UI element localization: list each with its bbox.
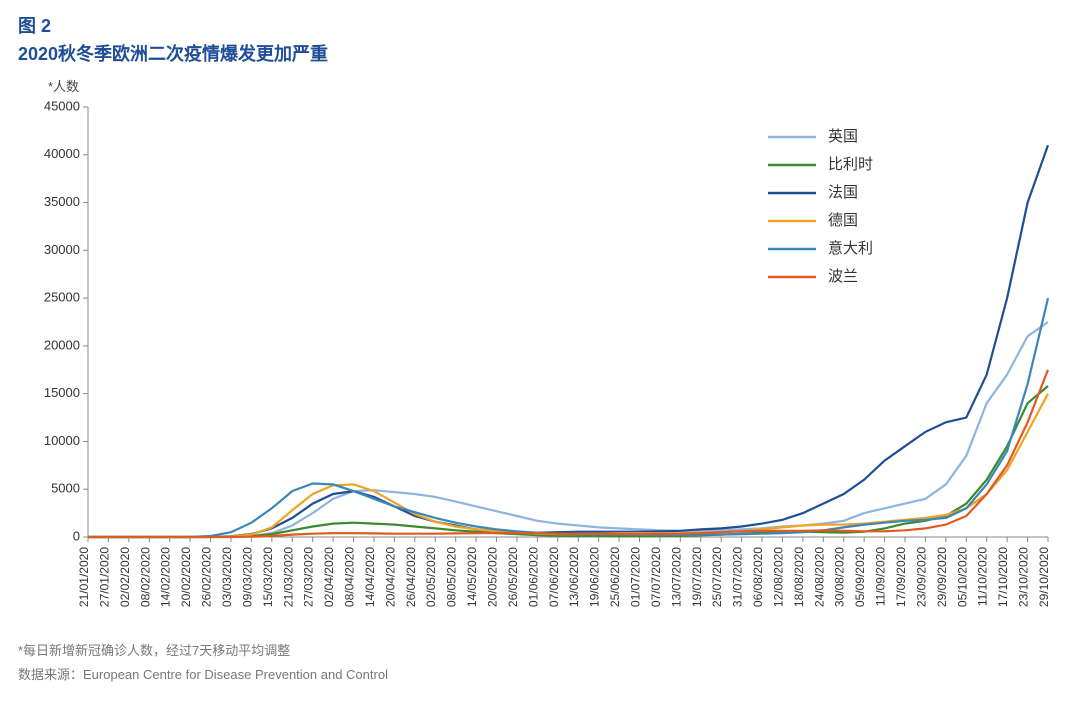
x-tick-label: 06/08/2020 (751, 547, 765, 607)
x-tick-label: 26/05/2020 (506, 547, 520, 607)
x-tick-label: 07/07/2020 (649, 547, 663, 607)
x-tick-label: 08/05/2020 (445, 547, 459, 607)
x-tick-label: 14/05/2020 (465, 547, 479, 607)
x-tick-label: 08/04/2020 (343, 547, 357, 607)
svg-text:25000: 25000 (44, 290, 80, 305)
y-axis-unit: *人数 (48, 76, 1062, 95)
x-tick-label: 03/03/2020 (220, 547, 234, 607)
series-line (88, 394, 1048, 537)
x-tick-label: 26/04/2020 (404, 547, 418, 607)
footnote-line-1: *每日新增新冠确诊人数，经过7天移动平均调整 (18, 641, 1062, 661)
figure-number: 图 2 (18, 12, 1062, 38)
legend-label: 德国 (828, 211, 858, 229)
x-tick-label: 26/02/2020 (200, 547, 214, 607)
legend-label: 英国 (828, 127, 858, 145)
x-tick-label: 20/05/2020 (486, 547, 500, 607)
x-tick-label: 20/04/2020 (383, 547, 397, 607)
legend-label: 波兰 (828, 268, 858, 285)
x-tick-label: 13/06/2020 (567, 547, 581, 607)
x-tick-label: 08/02/2020 (138, 547, 152, 607)
x-tick-label: 12/08/2020 (771, 547, 785, 607)
legend-label: 法国 (828, 184, 858, 201)
x-tick-label: 11/09/2020 (874, 547, 888, 606)
x-tick-label: 14/02/2020 (159, 547, 173, 607)
figure-title: 2020秋冬季欧洲二次疫情爆发更加严重 (18, 40, 1062, 66)
x-tick-label: 01/06/2020 (526, 547, 540, 607)
x-tick-label: 31/07/2020 (731, 547, 745, 607)
legend-label: 比利时 (828, 156, 873, 173)
x-tick-label: 09/03/2020 (240, 547, 254, 607)
series-line (88, 298, 1048, 537)
svg-text:35000: 35000 (44, 194, 80, 209)
x-tick-label: 15/03/2020 (261, 547, 275, 607)
x-tick-label: 17/09/2020 (894, 547, 908, 607)
x-tick-label: 21/01/2020 (77, 547, 91, 607)
series-line (88, 370, 1048, 537)
series-line (88, 386, 1048, 537)
x-tick-label: 05/09/2020 (853, 547, 867, 607)
x-tick-label: 20/02/2020 (179, 547, 193, 607)
x-tick-label: 02/04/2020 (322, 547, 336, 607)
x-tick-label: 01/07/2020 (628, 547, 642, 607)
x-tick-label: 02/02/2020 (118, 547, 132, 607)
svg-text:10000: 10000 (44, 433, 80, 448)
x-tick-label: 19/06/2020 (588, 547, 602, 607)
x-tick-label: 14/04/2020 (363, 547, 377, 607)
x-tick-label: 13/07/2020 (669, 547, 683, 607)
svg-text:5000: 5000 (51, 481, 80, 496)
x-tick-label: 17/10/2020 (996, 547, 1010, 607)
series-line (88, 322, 1048, 537)
x-tick-label: 18/08/2020 (792, 547, 806, 607)
x-tick-label: 27/01/2020 (97, 547, 111, 607)
x-tick-label: 23/10/2020 (1017, 547, 1031, 607)
x-tick-label: 05/10/2020 (955, 547, 969, 607)
footnote-line-2: 数据来源：European Centre for Disease Prevent… (18, 665, 1062, 685)
series-line (88, 145, 1048, 537)
svg-text:0: 0 (73, 528, 80, 543)
x-tick-label: 25/06/2020 (608, 547, 622, 607)
x-tick-label: 25/07/2020 (710, 547, 724, 607)
line-chart: 0 5000 10000 15000 20000 25000 30000 35000 40000… (18, 97, 1062, 637)
x-tick-label: 07/06/2020 (547, 547, 561, 607)
x-tick-label: 19/07/2020 (690, 547, 704, 607)
x-tick-label: 29/10/2020 (1037, 547, 1051, 607)
svg-text:40000: 40000 (44, 146, 80, 161)
x-tick-label: 21/03/2020 (281, 547, 295, 607)
legend-label: 意大利 (828, 239, 873, 257)
x-tick-label: 24/08/2020 (812, 547, 826, 607)
x-tick-label: 23/09/2020 (914, 547, 928, 607)
svg-text:45000: 45000 (44, 98, 80, 113)
x-tick-label: 11/10/2020 (976, 547, 990, 606)
svg-text:20000: 20000 (44, 337, 80, 352)
x-tick-label: 30/08/2020 (833, 547, 847, 607)
svg-text:15000: 15000 (44, 385, 80, 400)
x-tick-label: 02/05/2020 (424, 547, 438, 607)
x-tick-label: 29/09/2020 (935, 547, 949, 607)
x-tick-label: 27/03/2020 (302, 547, 316, 607)
svg-text:30000: 30000 (44, 242, 80, 257)
